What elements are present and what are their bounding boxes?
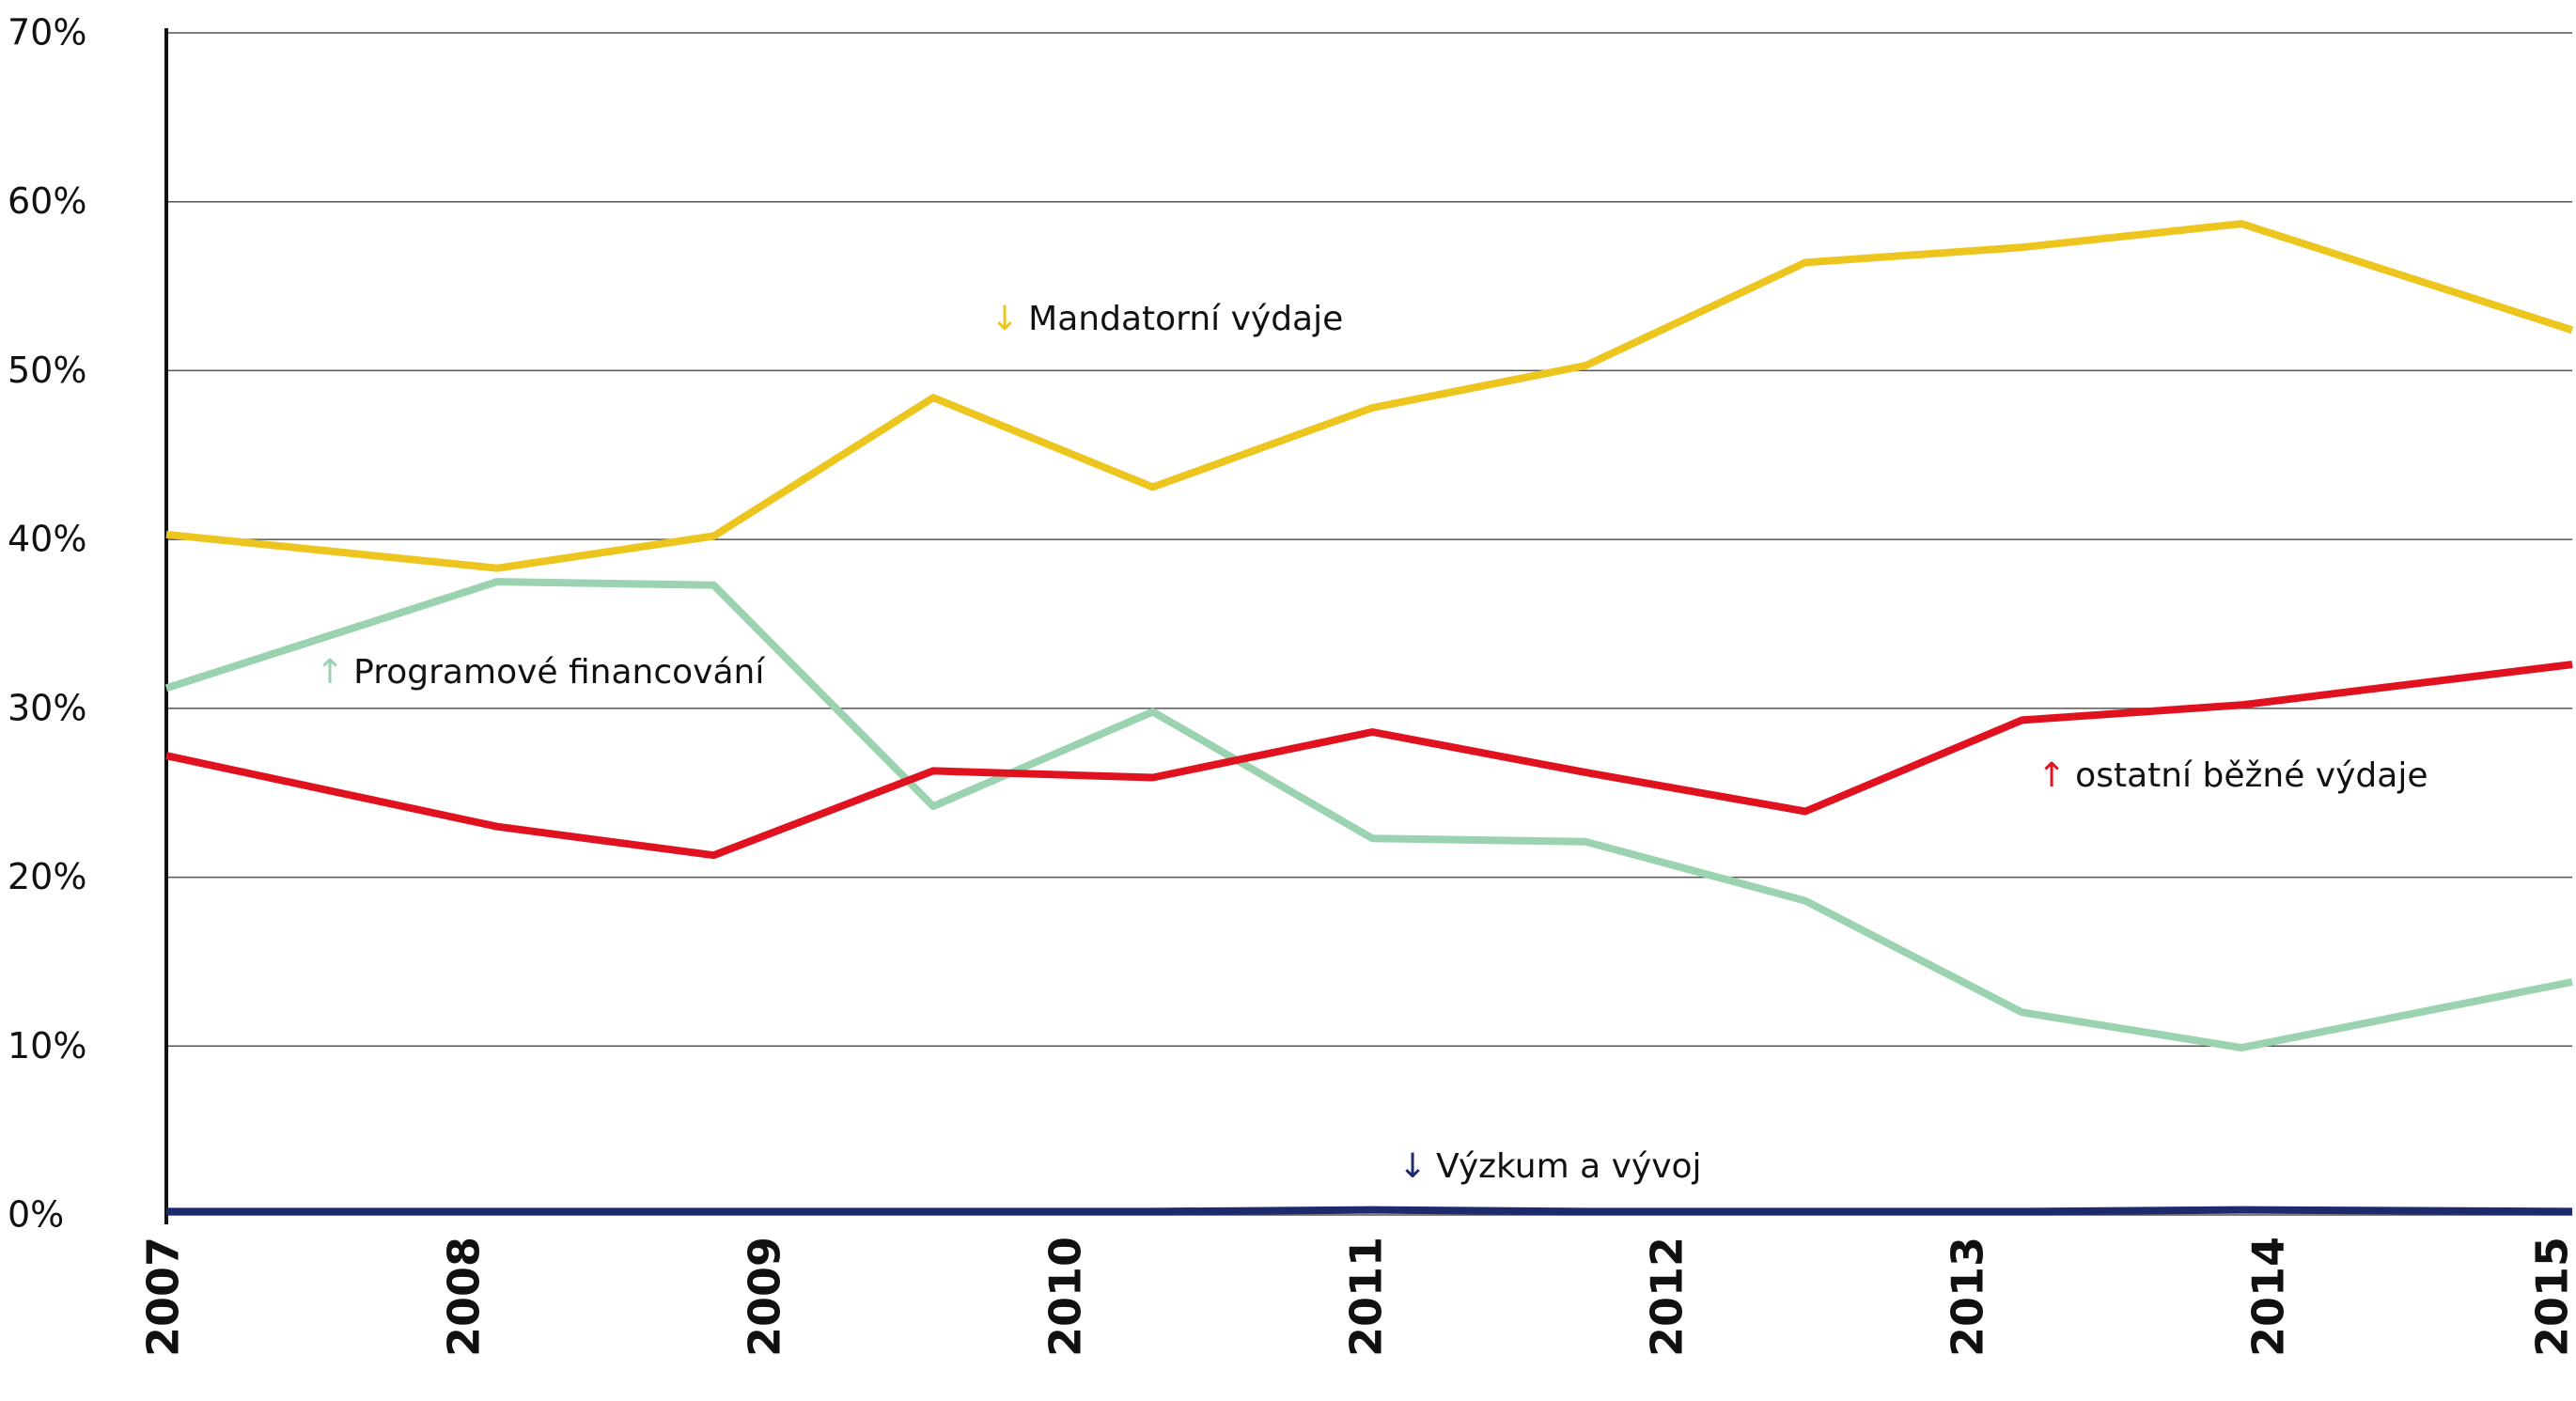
y-tick-label: 30%: [8, 687, 86, 728]
x-tick-label: 2012: [1642, 1237, 1693, 1357]
series-name: Mandatorní výdaje: [1028, 300, 1343, 338]
x-tick-label: 2013: [1943, 1237, 1993, 1357]
y-tick-label: 50%: [8, 350, 86, 391]
trend-marker: ↑: [316, 653, 344, 692]
trend-marker: ↓: [991, 300, 1019, 338]
x-tick-label: 2010: [1040, 1237, 1091, 1357]
x-tick-label: 2009: [740, 1237, 790, 1357]
series-name: Programové financování: [353, 653, 765, 692]
series-line: [166, 1206, 2573, 1216]
y-tick-label: 40%: [8, 519, 86, 560]
series-label: ↓ Výzkum a vývoj: [1398, 1147, 1702, 1186]
x-tick-label: 2014: [2243, 1237, 2294, 1357]
series-line: [164, 578, 2573, 1052]
y-tick-label: 70%: [8, 12, 86, 54]
y-tick-label: 60%: [8, 180, 86, 222]
series-name: ostatní běžné výdaje: [2075, 756, 2428, 795]
series-label: ↓ Mandatorní výdaje: [991, 300, 1343, 338]
series-label: ↑ ostatní běžné výdaje: [2037, 756, 2428, 795]
x-tick-label: 2007: [138, 1237, 189, 1357]
trend-marker: ↑: [2037, 756, 2066, 795]
series-line: [165, 661, 2573, 860]
x-tick-label: 2011: [1341, 1237, 1392, 1357]
series-label: ↑ Programové financování: [316, 653, 765, 692]
x-tick-label: 2015: [2527, 1237, 2576, 1357]
trend-marker: ↓: [1398, 1147, 1427, 1186]
y-tick-label: 0%: [8, 1194, 64, 1236]
y-tick-label: 10%: [8, 1025, 86, 1066]
x-tick-label: 2008: [439, 1237, 490, 1357]
y-tick-label: 20%: [8, 856, 86, 897]
series-line: [165, 220, 2574, 572]
series-name: Výzkum a vývoj: [1436, 1147, 1701, 1186]
